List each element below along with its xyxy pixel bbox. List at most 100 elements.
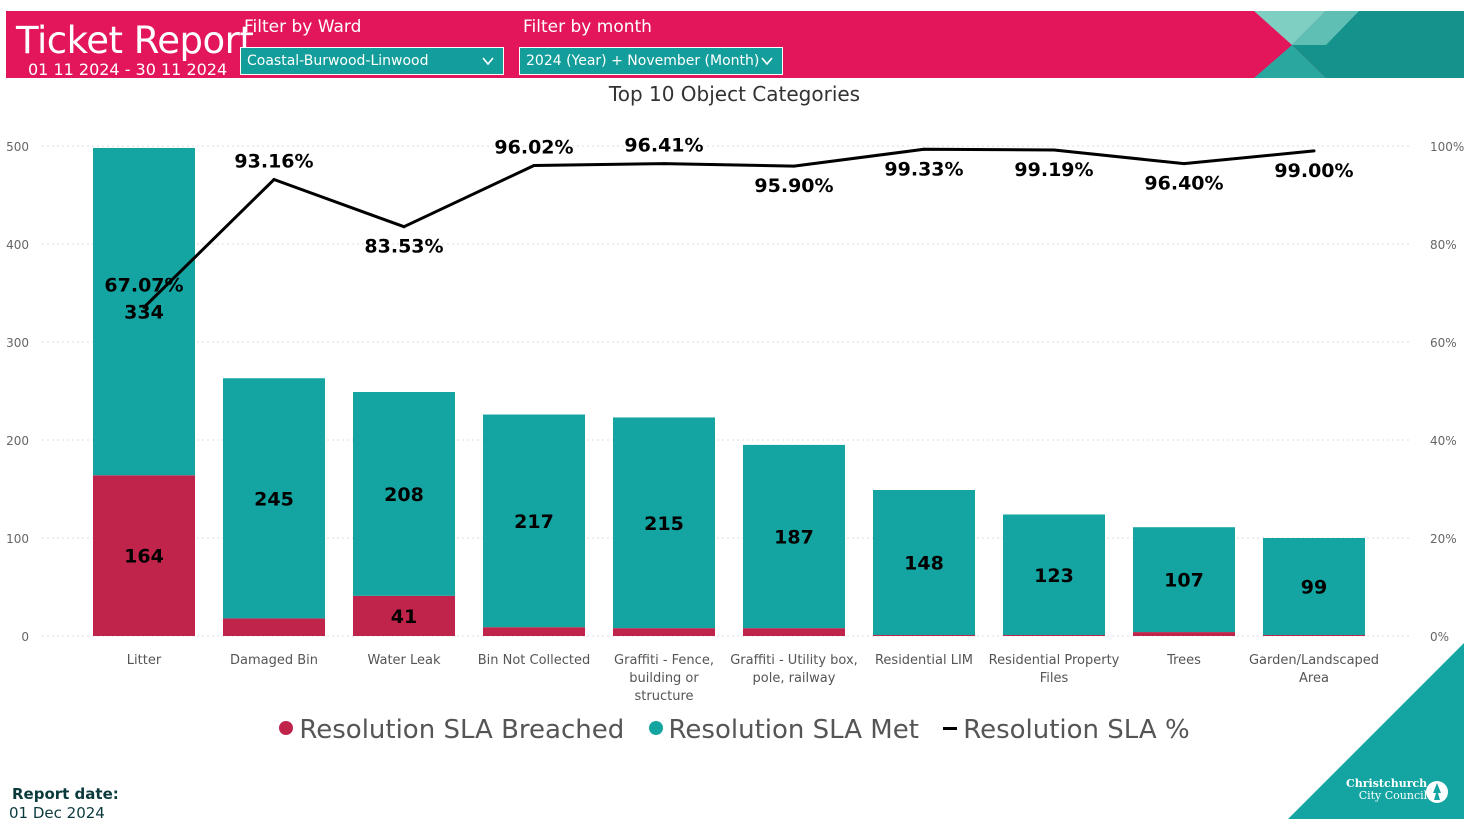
x-tick-label: Trees (1166, 653, 1201, 668)
data-label-met: 245 (254, 488, 294, 510)
ward-filter-dropdown[interactable]: Coastal-Burwood-Linwood (240, 47, 504, 75)
bar-breached (93, 475, 195, 636)
x-tick-label: Graffiti - Utility box, (730, 653, 858, 668)
sla-pct-point (142, 305, 146, 309)
x-tick-label: Water Leak (367, 653, 441, 668)
sla-pct-line (142, 147, 1315, 309)
bar-met (483, 414, 585, 628)
sla-pct-label: 99.33% (884, 158, 963, 180)
y-tick-label: 300 (6, 336, 29, 350)
x-tick-label: Damaged Bin (230, 653, 318, 668)
report-date: 01 Dec 2024 (9, 804, 105, 822)
bar-breached (223, 618, 325, 636)
breached-swatch (279, 721, 294, 735)
bar-met (1263, 538, 1365, 636)
y-tick-label: 400 (6, 238, 29, 252)
legend-item-breached[interactable]: Resolution SLA Breached (279, 715, 624, 745)
bar-breached (1133, 632, 1235, 636)
x-tick-label: Area (1299, 671, 1329, 686)
data-label-met: 99 (1301, 577, 1327, 599)
month-filter-dropdown[interactable]: 2024 (Year) + November (Month) (519, 47, 783, 75)
legend-item-pct[interactable]: Resolution SLA % (943, 714, 1190, 745)
month-filter-value: 2024 (Year) + November (Month) (526, 53, 760, 69)
bar-met (1003, 514, 1105, 636)
sla-pct-point (792, 164, 796, 168)
legend-label-breached: Resolution SLA Breached (299, 714, 625, 745)
y2-tick-label: 20% (1430, 532, 1457, 546)
header-banner: Ticket Report 01 11 2024 - 30 11 2024 Fi… (6, 11, 1464, 78)
sla-pct-point (662, 162, 666, 166)
page-title: Ticket Report (16, 19, 254, 62)
chart-legend: Resolution SLA Breached Resolution SLA M… (0, 714, 1469, 745)
sla-pct-point (532, 164, 536, 168)
logo-line2: City Council (1358, 789, 1428, 802)
legend-item-met[interactable]: Resolution SLA Met (648, 715, 919, 745)
sla-pct-point (922, 147, 926, 151)
data-label-met: 215 (644, 513, 684, 535)
y-tick-label: 0 (21, 630, 29, 644)
council-logo-icon (1426, 781, 1448, 803)
sla-pct-label: 96.41% (624, 135, 703, 157)
x-tick-label: Graffiti - Fence, (614, 653, 714, 668)
bar-met (743, 444, 845, 629)
bar-met (613, 417, 715, 629)
bar-met (93, 147, 195, 476)
data-label-met: 148 (904, 553, 944, 575)
x-tick-label: Litter (127, 653, 162, 668)
sla-pct-label: 67.07% (104, 274, 183, 296)
bar-met (223, 378, 325, 619)
data-label-met: 217 (514, 511, 554, 533)
bar-met (353, 391, 455, 596)
x-tick-label: Bin Not Collected (478, 653, 591, 668)
bar-breached (353, 595, 455, 636)
line-swatch (943, 726, 958, 730)
bar-breached (1003, 635, 1105, 636)
sla-pct-label: 83.53% (364, 236, 443, 258)
data-label-met: 334 (124, 302, 164, 324)
date-range: 01 11 2024 - 30 11 2024 (28, 60, 228, 79)
data-label-breached: 41 (391, 606, 417, 628)
met-swatch (648, 721, 663, 735)
combo-chart: 0 100 200 300 400 500 0% 20% 40% 60% 80% 100% 164 334… (6, 135, 1464, 704)
y-tick-label: 200 (6, 434, 29, 448)
y-tick-label: 500 (6, 140, 29, 154)
y2-tick-label: 0% (1430, 630, 1449, 644)
header-decoration (1254, 11, 1464, 78)
report-date-label: Report date: (12, 785, 119, 803)
data-label-breached: 164 (124, 546, 164, 568)
bar-breached (613, 628, 715, 636)
x-tick-label: structure (635, 689, 694, 704)
x-tick-label: pole, railway (753, 671, 836, 686)
x-tick-label: building or (629, 671, 699, 686)
sla-pct-label: 96.40% (1144, 173, 1223, 195)
data-label-met: 187 (774, 527, 814, 549)
y2-tick-label: 40% (1430, 434, 1457, 448)
y2-tick-label: 60% (1430, 336, 1457, 350)
month-filter-label: Filter by month (523, 17, 652, 37)
y-tick-label: 100 (6, 532, 29, 546)
ward-filter-label: Filter by Ward (244, 17, 362, 37)
data-label-met: 107 (1164, 570, 1204, 592)
x-tick-label: Residential LIM (875, 653, 973, 668)
sla-pct-point (272, 178, 276, 182)
sla-pct-point (1182, 162, 1186, 166)
x-tick-label: Files (1040, 671, 1069, 686)
legend-label-pct: Resolution SLA % (963, 714, 1190, 745)
bar-met (873, 489, 975, 636)
bar-met (1133, 527, 1235, 633)
sla-pct-label: 96.02% (494, 137, 573, 159)
x-tick-label: Garden/Landscaped (1249, 653, 1379, 668)
bar-breached (1263, 635, 1365, 636)
sla-pct-point (402, 225, 406, 229)
sla-pct-point (1052, 148, 1056, 152)
y2-tick-label: 80% (1430, 238, 1457, 252)
data-label-met: 208 (384, 484, 424, 506)
council-logo: Christchurch City Council (1346, 778, 1427, 802)
logo-line1: Christchurch (1346, 777, 1428, 790)
sla-pct-point (1312, 149, 1316, 153)
sla-pct-label: 99.00% (1274, 160, 1353, 182)
x-tick-label: Residential Property (989, 653, 1120, 668)
chevron-down-icon (482, 57, 494, 66)
bar-breached (483, 627, 585, 636)
sla-pct-label: 93.16% (234, 151, 313, 173)
